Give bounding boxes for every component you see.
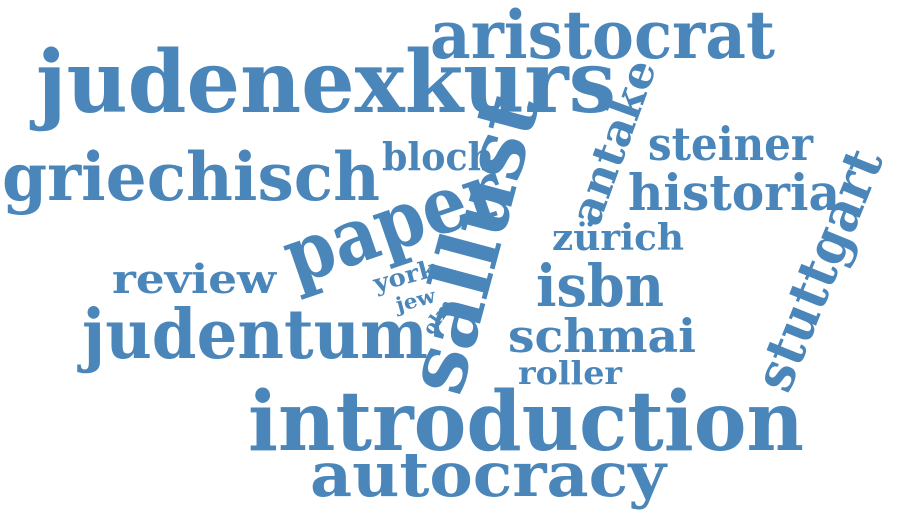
- word-judenexkurs: judenexkurs: [29, 32, 616, 133]
- word-roller: roller: [518, 354, 623, 392]
- word-isbn: isbn: [536, 252, 664, 320]
- word-autocracy: autocracy: [310, 438, 668, 511]
- word-bloch: bloch: [382, 134, 494, 179]
- word-steiner: steiner: [648, 117, 814, 171]
- word-judentum: judentum: [76, 295, 428, 375]
- word-aristocrat: aristocrat: [430, 0, 775, 74]
- word-schmai: schmai: [508, 309, 696, 363]
- word-zurich: zürich: [552, 217, 684, 259]
- word-griechisch: griechisch: [2, 138, 380, 216]
- word-historia: historia: [628, 163, 840, 222]
- word-introduction: introduction: [248, 374, 804, 470]
- word-review: review: [112, 256, 278, 303]
